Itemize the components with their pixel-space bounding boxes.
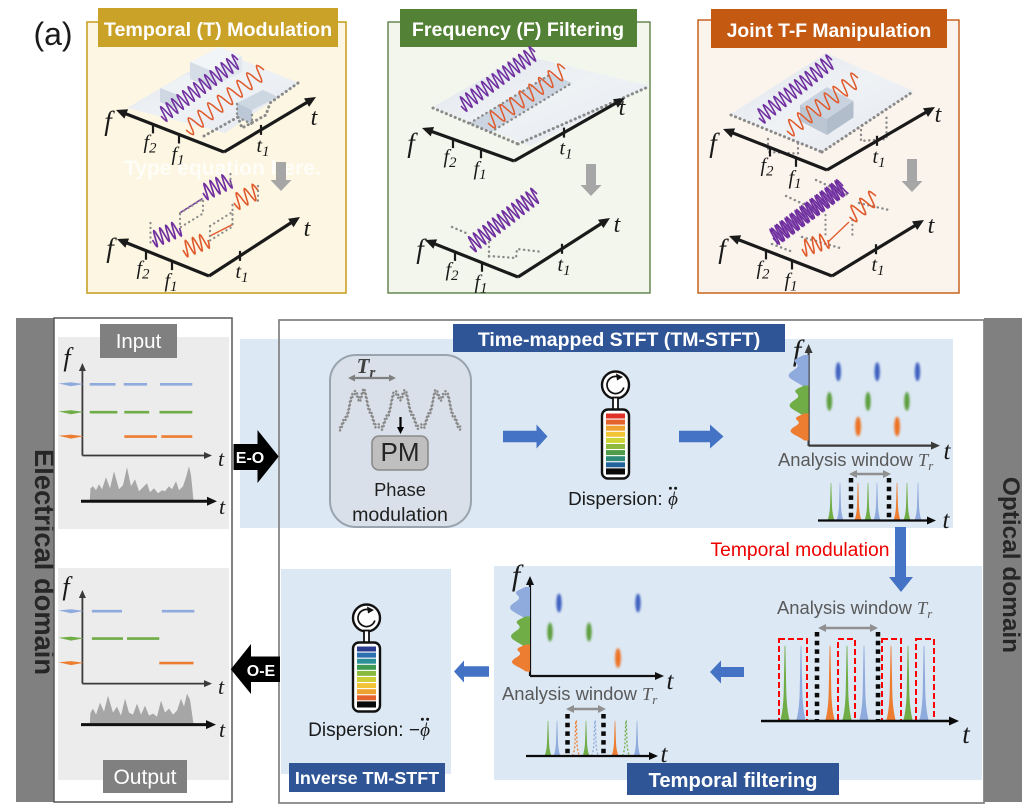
svg-text:t: t [661, 741, 669, 768]
svg-text:PM: PM [381, 437, 420, 467]
svg-text:Optical domain: Optical domain [997, 477, 1024, 653]
svg-text:t: t [667, 668, 675, 695]
svg-text:t: t [218, 674, 225, 699]
svg-text:f: f [62, 572, 73, 601]
svg-text:t: t [944, 438, 952, 465]
svg-text:f: f [718, 234, 729, 264]
svg-text:Dispersion:: Dispersion: [568, 489, 663, 510]
svg-text:f: f [63, 343, 74, 372]
svg-text:ϕ: ϕ [420, 720, 430, 741]
svg-text:t: t [935, 102, 943, 128]
svg-text:t: t [943, 507, 951, 534]
svg-text:Output: Output [113, 766, 176, 789]
svg-text:Inverse TM-STFT: Inverse TM-STFT [295, 768, 439, 788]
svg-text:t: t [962, 719, 971, 749]
svg-text:(a): (a) [33, 16, 72, 52]
svg-text:f: f [407, 128, 418, 158]
svg-text:Type equation here.: Type equation here. [124, 157, 321, 180]
svg-text:Dispersion: −: Dispersion: − [308, 720, 420, 741]
svg-text:Joint T-F Manipulation: Joint T-F Manipulation [727, 21, 932, 42]
svg-text:f: f [416, 234, 427, 264]
svg-text:Analysis window Tr: Analysis window Tr [778, 449, 934, 473]
svg-text:t: t [304, 216, 312, 242]
svg-text:Frequency (F) Filtering: Frequency (F) Filtering [412, 19, 624, 41]
svg-text:Analysis window Tr: Analysis window Tr [777, 597, 933, 621]
svg-text:Temporal modulation: Temporal modulation [711, 540, 890, 561]
svg-text:Time-mapped STFT (TM-STFT): Time-mapped STFT (TM-STFT) [478, 329, 760, 351]
svg-text:ϕ: ϕ [668, 489, 678, 510]
svg-text:t: t [311, 105, 319, 131]
svg-text:f: f [709, 128, 720, 158]
svg-text:t: t [219, 494, 226, 519]
svg-text:f: f [106, 233, 117, 263]
svg-text:t: t [619, 95, 627, 121]
svg-text:f: f [104, 106, 115, 136]
svg-text:modulation: modulation [352, 504, 448, 526]
svg-text:Analysis window Tr: Analysis window Tr [502, 683, 658, 707]
svg-text:Temporal filtering: Temporal filtering [649, 770, 818, 792]
svg-text:Temporal (T) Modulation: Temporal (T) Modulation [104, 19, 332, 41]
svg-text:t: t [218, 446, 225, 471]
svg-text:E-O: E-O [236, 450, 264, 467]
svg-text:t: t [614, 212, 622, 238]
svg-text:Input: Input [116, 330, 162, 353]
svg-text:Phase: Phase [374, 479, 426, 500]
svg-text:t: t [928, 213, 936, 239]
svg-text:O-E: O-E [247, 663, 276, 680]
svg-text:t: t [219, 717, 226, 742]
